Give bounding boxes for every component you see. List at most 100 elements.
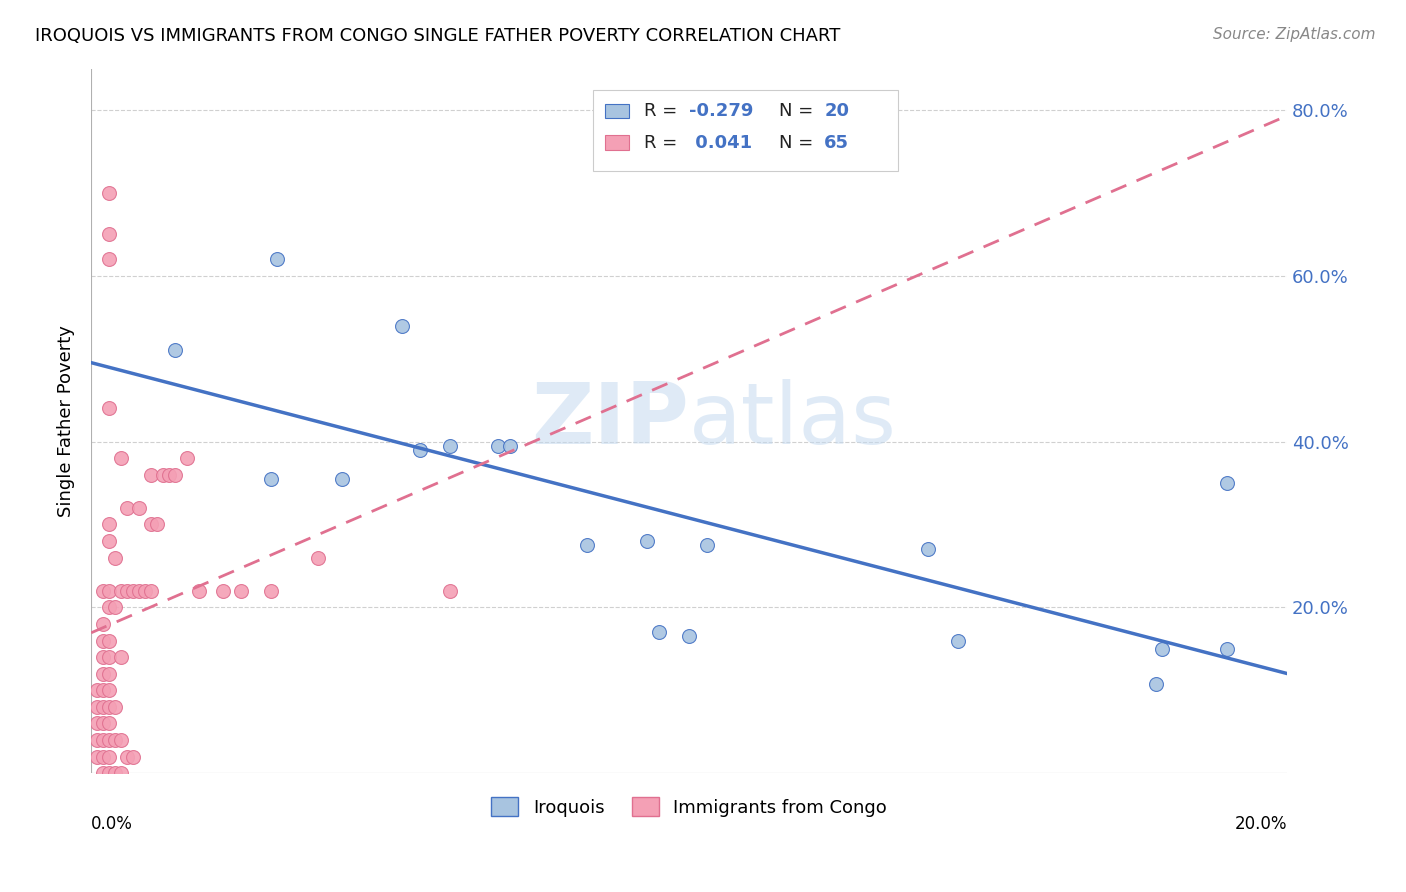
Point xyxy=(98,666,121,681)
Point xyxy=(636,534,658,549)
Point xyxy=(98,633,121,648)
Text: 20.0%: 20.0% xyxy=(1234,815,1286,833)
Point xyxy=(115,583,138,598)
Point xyxy=(110,766,132,780)
Point xyxy=(330,472,353,486)
Point xyxy=(1150,641,1173,656)
Text: -0.279: -0.279 xyxy=(689,102,754,120)
Point xyxy=(266,252,288,267)
Point xyxy=(139,467,162,482)
Legend: Iroquois, Immigrants from Congo: Iroquois, Immigrants from Congo xyxy=(484,790,894,824)
Point xyxy=(576,538,599,552)
Point xyxy=(409,442,432,457)
Point xyxy=(163,467,186,482)
Point xyxy=(163,343,186,358)
Text: R =: R = xyxy=(644,102,683,120)
Text: 20: 20 xyxy=(824,102,849,120)
Point xyxy=(211,583,233,598)
Point xyxy=(307,550,329,565)
Point xyxy=(122,583,145,598)
Point xyxy=(98,600,121,615)
Point xyxy=(98,583,121,598)
Point xyxy=(98,252,121,267)
Point xyxy=(86,716,108,731)
Point xyxy=(91,699,114,714)
Point xyxy=(678,629,700,643)
Text: Source: ZipAtlas.com: Source: ZipAtlas.com xyxy=(1212,27,1375,42)
Point xyxy=(115,500,138,515)
Point xyxy=(1216,476,1239,491)
Point xyxy=(86,749,108,764)
Point xyxy=(91,666,114,681)
Point xyxy=(98,766,121,780)
Point xyxy=(98,650,121,665)
Point xyxy=(128,583,150,598)
Text: 65: 65 xyxy=(824,134,849,152)
Text: atlas: atlas xyxy=(689,379,897,462)
Point xyxy=(439,583,461,598)
Text: 0.0%: 0.0% xyxy=(91,815,134,833)
Point xyxy=(499,439,522,453)
Point xyxy=(1216,641,1239,656)
Point xyxy=(917,542,939,557)
Point xyxy=(259,472,281,486)
Point xyxy=(98,186,121,200)
Point xyxy=(110,451,132,466)
Point xyxy=(128,500,150,515)
Point xyxy=(98,534,121,549)
Text: 0.041: 0.041 xyxy=(689,134,752,152)
Point xyxy=(98,401,121,416)
Point xyxy=(486,439,509,453)
Point xyxy=(91,749,114,764)
Point xyxy=(110,733,132,747)
Point xyxy=(187,583,209,598)
Point xyxy=(1144,676,1167,690)
Point xyxy=(139,517,162,532)
Point xyxy=(948,633,970,648)
Point xyxy=(110,583,132,598)
Point xyxy=(104,733,127,747)
Point xyxy=(176,451,198,466)
Point xyxy=(134,583,156,598)
Point xyxy=(146,517,169,532)
Bar xyxy=(606,136,630,150)
Point xyxy=(259,583,281,598)
Point xyxy=(91,766,114,780)
Point xyxy=(98,749,121,764)
Point xyxy=(86,733,108,747)
Point xyxy=(86,699,108,714)
Point xyxy=(98,227,121,242)
Point xyxy=(98,699,121,714)
Point xyxy=(91,617,114,632)
Text: N =: N = xyxy=(779,134,818,152)
Point xyxy=(98,517,121,532)
Point xyxy=(115,749,138,764)
Point xyxy=(91,583,114,598)
Point xyxy=(648,625,671,640)
Point xyxy=(391,318,413,333)
Point xyxy=(98,716,121,731)
Point xyxy=(104,600,127,615)
Point xyxy=(91,633,114,648)
Point xyxy=(122,749,145,764)
Point xyxy=(86,683,108,698)
Text: ZIP: ZIP xyxy=(531,379,689,462)
Point xyxy=(104,766,127,780)
FancyBboxPatch shape xyxy=(593,90,898,170)
Point xyxy=(104,699,127,714)
Point xyxy=(139,583,162,598)
Bar xyxy=(606,103,630,118)
Point xyxy=(104,550,127,565)
Point xyxy=(229,583,252,598)
Text: IROQUOIS VS IMMIGRANTS FROM CONGO SINGLE FATHER POVERTY CORRELATION CHART: IROQUOIS VS IMMIGRANTS FROM CONGO SINGLE… xyxy=(35,27,841,45)
Text: N =: N = xyxy=(779,102,818,120)
Point xyxy=(439,439,461,453)
Point xyxy=(91,716,114,731)
Point xyxy=(98,733,121,747)
Point xyxy=(91,683,114,698)
Point xyxy=(91,650,114,665)
Point xyxy=(157,467,180,482)
Point xyxy=(152,467,174,482)
Point xyxy=(98,683,121,698)
Point xyxy=(696,538,718,552)
